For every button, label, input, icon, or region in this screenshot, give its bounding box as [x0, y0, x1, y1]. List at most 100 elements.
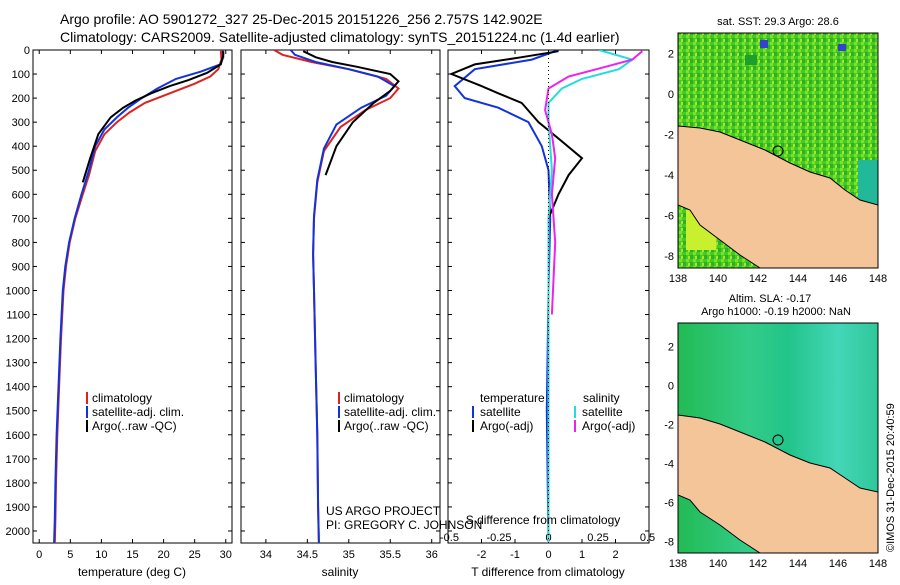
- header-line1: Argo profile: AO 5901272_327 25-Dec-2015…: [60, 11, 543, 27]
- salinity-axis-label: salinity: [322, 565, 359, 579]
- sla-map: [678, 323, 878, 553]
- map-x-tick-label: 138: [669, 558, 687, 570]
- sla-map-title2: Argo h1000: -0.19 h2000: NaN: [701, 306, 851, 318]
- legend-title-temperature: temperature: [480, 391, 545, 405]
- salinity-legend: climatology satellite-adj. clim. Argo(..…: [338, 391, 436, 433]
- map-y-tick-label: -8: [664, 536, 674, 548]
- series-line-satellite-adj-clim-: [289, 50, 396, 543]
- x-tick-label: 25: [189, 549, 201, 561]
- temperature-legend: climatology satellite-adj. clim. Argo(..…: [86, 391, 184, 433]
- y-tick-label: 1500: [6, 406, 30, 418]
- y-tick-label: 1800: [6, 478, 30, 490]
- land-new-guinea: [678, 414, 878, 553]
- s-tick-label: 0.5: [640, 532, 655, 544]
- series-line-t-argo-adj-: [448, 50, 584, 257]
- y-tick-label: 1900: [6, 502, 30, 514]
- x-tick-label: 0: [545, 549, 551, 561]
- sst-warm-patch: [838, 44, 846, 51]
- s-tick-label: 0.25: [587, 532, 608, 544]
- map-x-tick-label: 146: [829, 558, 847, 570]
- temperature-axis-label: temperature (deg C): [78, 565, 186, 579]
- y-tick-label: 400: [12, 141, 30, 153]
- x-tick-label: 35.5: [380, 549, 401, 561]
- y-tick-label: 900: [12, 261, 30, 273]
- map-x-tick-label: 148: [869, 273, 887, 285]
- map-x-tick-label: 144: [789, 558, 807, 570]
- y-tick-label: 1200: [6, 334, 30, 346]
- s-tick-label: -0.5: [440, 532, 459, 544]
- x-tick-label: 10: [95, 549, 107, 561]
- series-group: [273, 50, 400, 543]
- y-tick-label: 700: [12, 213, 30, 225]
- legend-label: satellite: [582, 405, 623, 419]
- map-x-tick-label: 142: [749, 273, 767, 285]
- map-y-tick-label: 2: [668, 48, 674, 60]
- map-y-tick-label: 0: [668, 380, 674, 392]
- map-x-tick-label: 138: [669, 273, 687, 285]
- argo-float-marker: [772, 434, 784, 446]
- series-group: [53, 50, 225, 543]
- land-new-guinea: [678, 125, 878, 268]
- legend-label: satellite-adj. clim.: [344, 405, 436, 419]
- credit-line1: US ARGO PROJECT: [326, 504, 441, 518]
- y-tick-label: 200: [12, 93, 30, 105]
- temperature-plot-frame: [32, 49, 233, 544]
- x-tick-label: 35: [343, 549, 355, 561]
- legend-label: Argo(..raw -QC): [344, 419, 429, 433]
- map-x-tick-label: 148: [869, 558, 887, 570]
- map-y-tick-label: -6: [664, 497, 674, 509]
- map-x-tick-label: 142: [749, 558, 767, 570]
- sst-map-title: sat. SST: 29.3 Argo: 28.6: [717, 16, 839, 28]
- map-y-tick-label: 2: [668, 341, 674, 353]
- y-tick-label: 1100: [6, 310, 30, 322]
- legend-title-salinity: salinity: [583, 391, 620, 405]
- x-tick-label: 5: [67, 549, 73, 561]
- map-y-tick-label: -4: [664, 170, 674, 182]
- sst-warm-patch: [745, 55, 757, 65]
- legend-label: satellite: [480, 405, 521, 419]
- y-tick-label: 600: [12, 189, 30, 201]
- sla-map-frame: [677, 322, 879, 554]
- legend-label: climatology: [344, 391, 404, 405]
- series-line-satellite-adj-clim-: [53, 50, 225, 543]
- sst-map: [678, 33, 878, 268]
- y-tick-label: 100: [12, 69, 30, 81]
- salinity-plot-frame: [240, 49, 441, 544]
- legend-label: Argo(-adj): [480, 419, 533, 433]
- legend-label: Argo(..raw -QC): [92, 419, 177, 433]
- sla-map-title1: Altim. SLA: -0.17: [729, 293, 812, 305]
- map-y-tick-label: -2: [664, 129, 674, 141]
- series-line-s-argo-adj-: [544, 50, 643, 315]
- map-x-tick-label: 140: [709, 558, 727, 570]
- x-tick-label: 15: [126, 549, 138, 561]
- series-line-argo-raw-qc-: [81, 51, 225, 183]
- y-tick-label: 1400: [6, 382, 30, 394]
- argo-float-marker: [772, 145, 784, 157]
- y-tick-label: 1700: [6, 454, 30, 466]
- sst-map-frame: [677, 32, 879, 269]
- map-y-tick-label: 0: [668, 89, 674, 101]
- map-x-tick-label: 146: [829, 273, 847, 285]
- x-tick-label: 36: [426, 549, 438, 561]
- y-tick-label: 1600: [6, 430, 30, 442]
- legend-label: Argo(-adj): [582, 419, 635, 433]
- map-x-tick-label: 140: [709, 273, 727, 285]
- x-tick-label: 2: [612, 549, 618, 561]
- x-tick-label: 34: [260, 549, 272, 561]
- x-tick-label: -2: [477, 549, 487, 561]
- imos-stamp: ©IMOS 31-Dec-2015 20:40:59: [885, 403, 897, 552]
- x-tick-label: 1: [579, 549, 585, 561]
- x-tick-label: 20: [157, 549, 169, 561]
- map-y-tick-label: -6: [664, 210, 674, 222]
- x-tick-label: 30: [220, 549, 232, 561]
- y-tick-label: 800: [12, 237, 30, 249]
- y-tick-label: 0: [24, 45, 30, 57]
- difference-legend: temperature salinity satellite Argo(-adj…: [472, 391, 635, 433]
- y-tick-label: 1000: [6, 285, 30, 297]
- y-tick-label: 500: [12, 165, 30, 177]
- x-tick-label: -1: [510, 549, 520, 561]
- map-y-tick-label: -8: [664, 251, 674, 263]
- y-tick-label: 300: [12, 117, 30, 129]
- map-y-tick-label: -2: [664, 419, 674, 431]
